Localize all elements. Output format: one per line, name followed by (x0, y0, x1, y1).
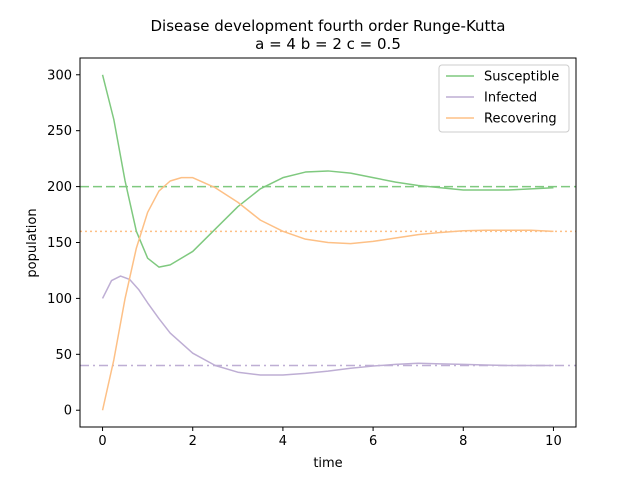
series-line-recovering (101, 176, 554, 411)
series-line-susceptible (101, 74, 554, 268)
series-lines (101, 74, 554, 411)
y-axis-label: population (25, 208, 40, 277)
legend-label-infected: Infected (484, 91, 537, 106)
y-axis: 0 50 100 150 200 250 300 (47, 68, 80, 419)
x-axis: 0 2 4 6 8 10 (98, 427, 562, 449)
x-tick-label: 6 (369, 434, 377, 449)
x-axis-label: time (313, 456, 342, 471)
y-tick-label: 100 (47, 292, 72, 307)
y-tick-label: 50 (55, 348, 72, 363)
legend-label-susceptible: Susceptible (484, 70, 559, 85)
x-tick-label: 2 (189, 434, 197, 449)
x-tick-label: 10 (545, 434, 562, 449)
x-tick-label: 4 (279, 434, 287, 449)
y-tick-label: 200 (47, 180, 72, 195)
chart-title-line1: Disease development fourth order Runge-K… (150, 17, 505, 35)
y-tick-label: 300 (47, 68, 72, 83)
y-tick-label: 150 (47, 236, 72, 251)
y-tick-label: 0 (64, 404, 72, 419)
series-line-infected (101, 275, 554, 376)
x-tick-label: 0 (98, 434, 106, 449)
reference-lines (80, 185, 576, 367)
legend: Susceptible Infected Recovering (438, 64, 570, 133)
legend-label-recovering: Recovering (484, 112, 557, 127)
chart-title-line2: a = 4 b = 2 c = 0.5 (255, 35, 401, 53)
y-tick-label: 250 (47, 124, 72, 139)
x-tick-label: 8 (459, 434, 467, 449)
legend-box (438, 64, 570, 133)
